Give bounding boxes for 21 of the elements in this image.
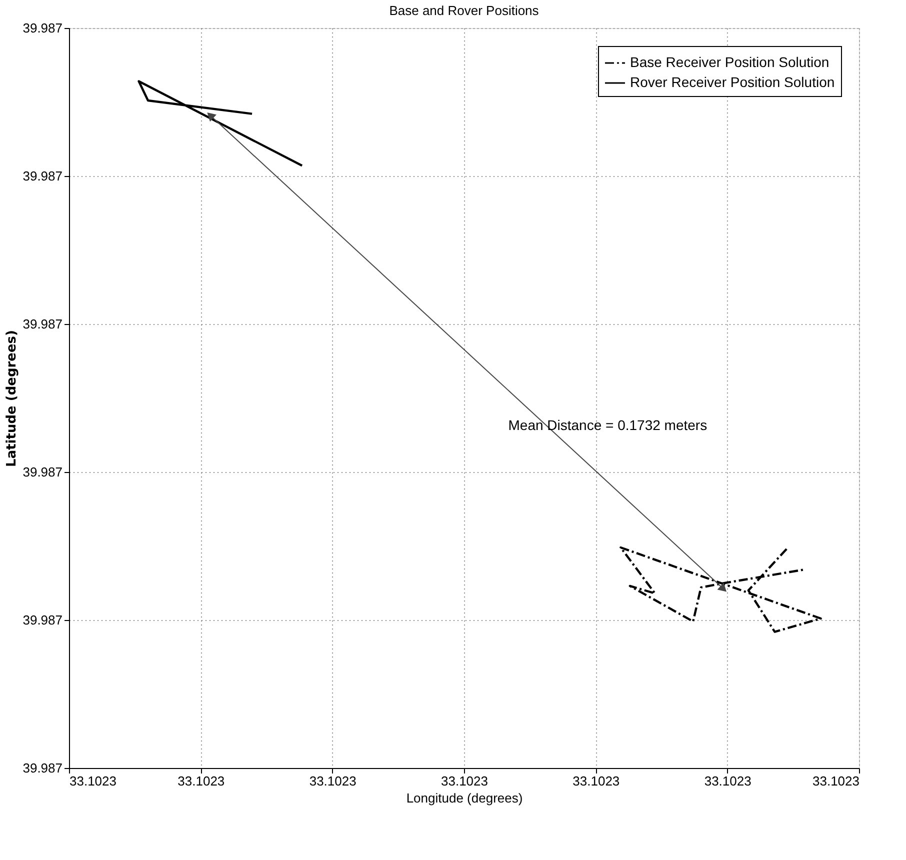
x-tick-label: 33.1023 xyxy=(178,774,225,788)
legend-label: Rover Receiver Position Solution xyxy=(630,74,835,90)
y-tick-label: 39.987 xyxy=(22,20,62,36)
y-tick-label: 39.987 xyxy=(22,168,62,184)
line-series xyxy=(620,546,822,633)
x-tick-label: 33.1023 xyxy=(812,774,860,788)
x-tick-label: 33.1023 xyxy=(572,774,620,788)
y-tick-label: 39.987 xyxy=(22,612,62,628)
annotation: Mean Distance = 0.1732 meters xyxy=(508,417,708,434)
x-tick-label: 33.1023 xyxy=(309,774,356,788)
x-tick-label: 33.1023 xyxy=(704,774,752,788)
x-tick-label: 33.1023 xyxy=(70,774,116,788)
line-series xyxy=(138,80,304,167)
y-tick-label: 39.987 xyxy=(22,464,62,480)
chart-title: Base and Rover Positions xyxy=(389,3,540,18)
x-tick-label: 33.1023 xyxy=(441,774,488,788)
y-axis-title: Latitude (degrees) xyxy=(4,330,20,467)
legend-label: Base Receiver Position Solution xyxy=(630,54,830,70)
y-tick-label: 39.987 xyxy=(22,760,62,776)
y-tick-label: 39.987 xyxy=(22,316,62,332)
x-axis-title: Longitude (degrees) xyxy=(406,790,523,806)
